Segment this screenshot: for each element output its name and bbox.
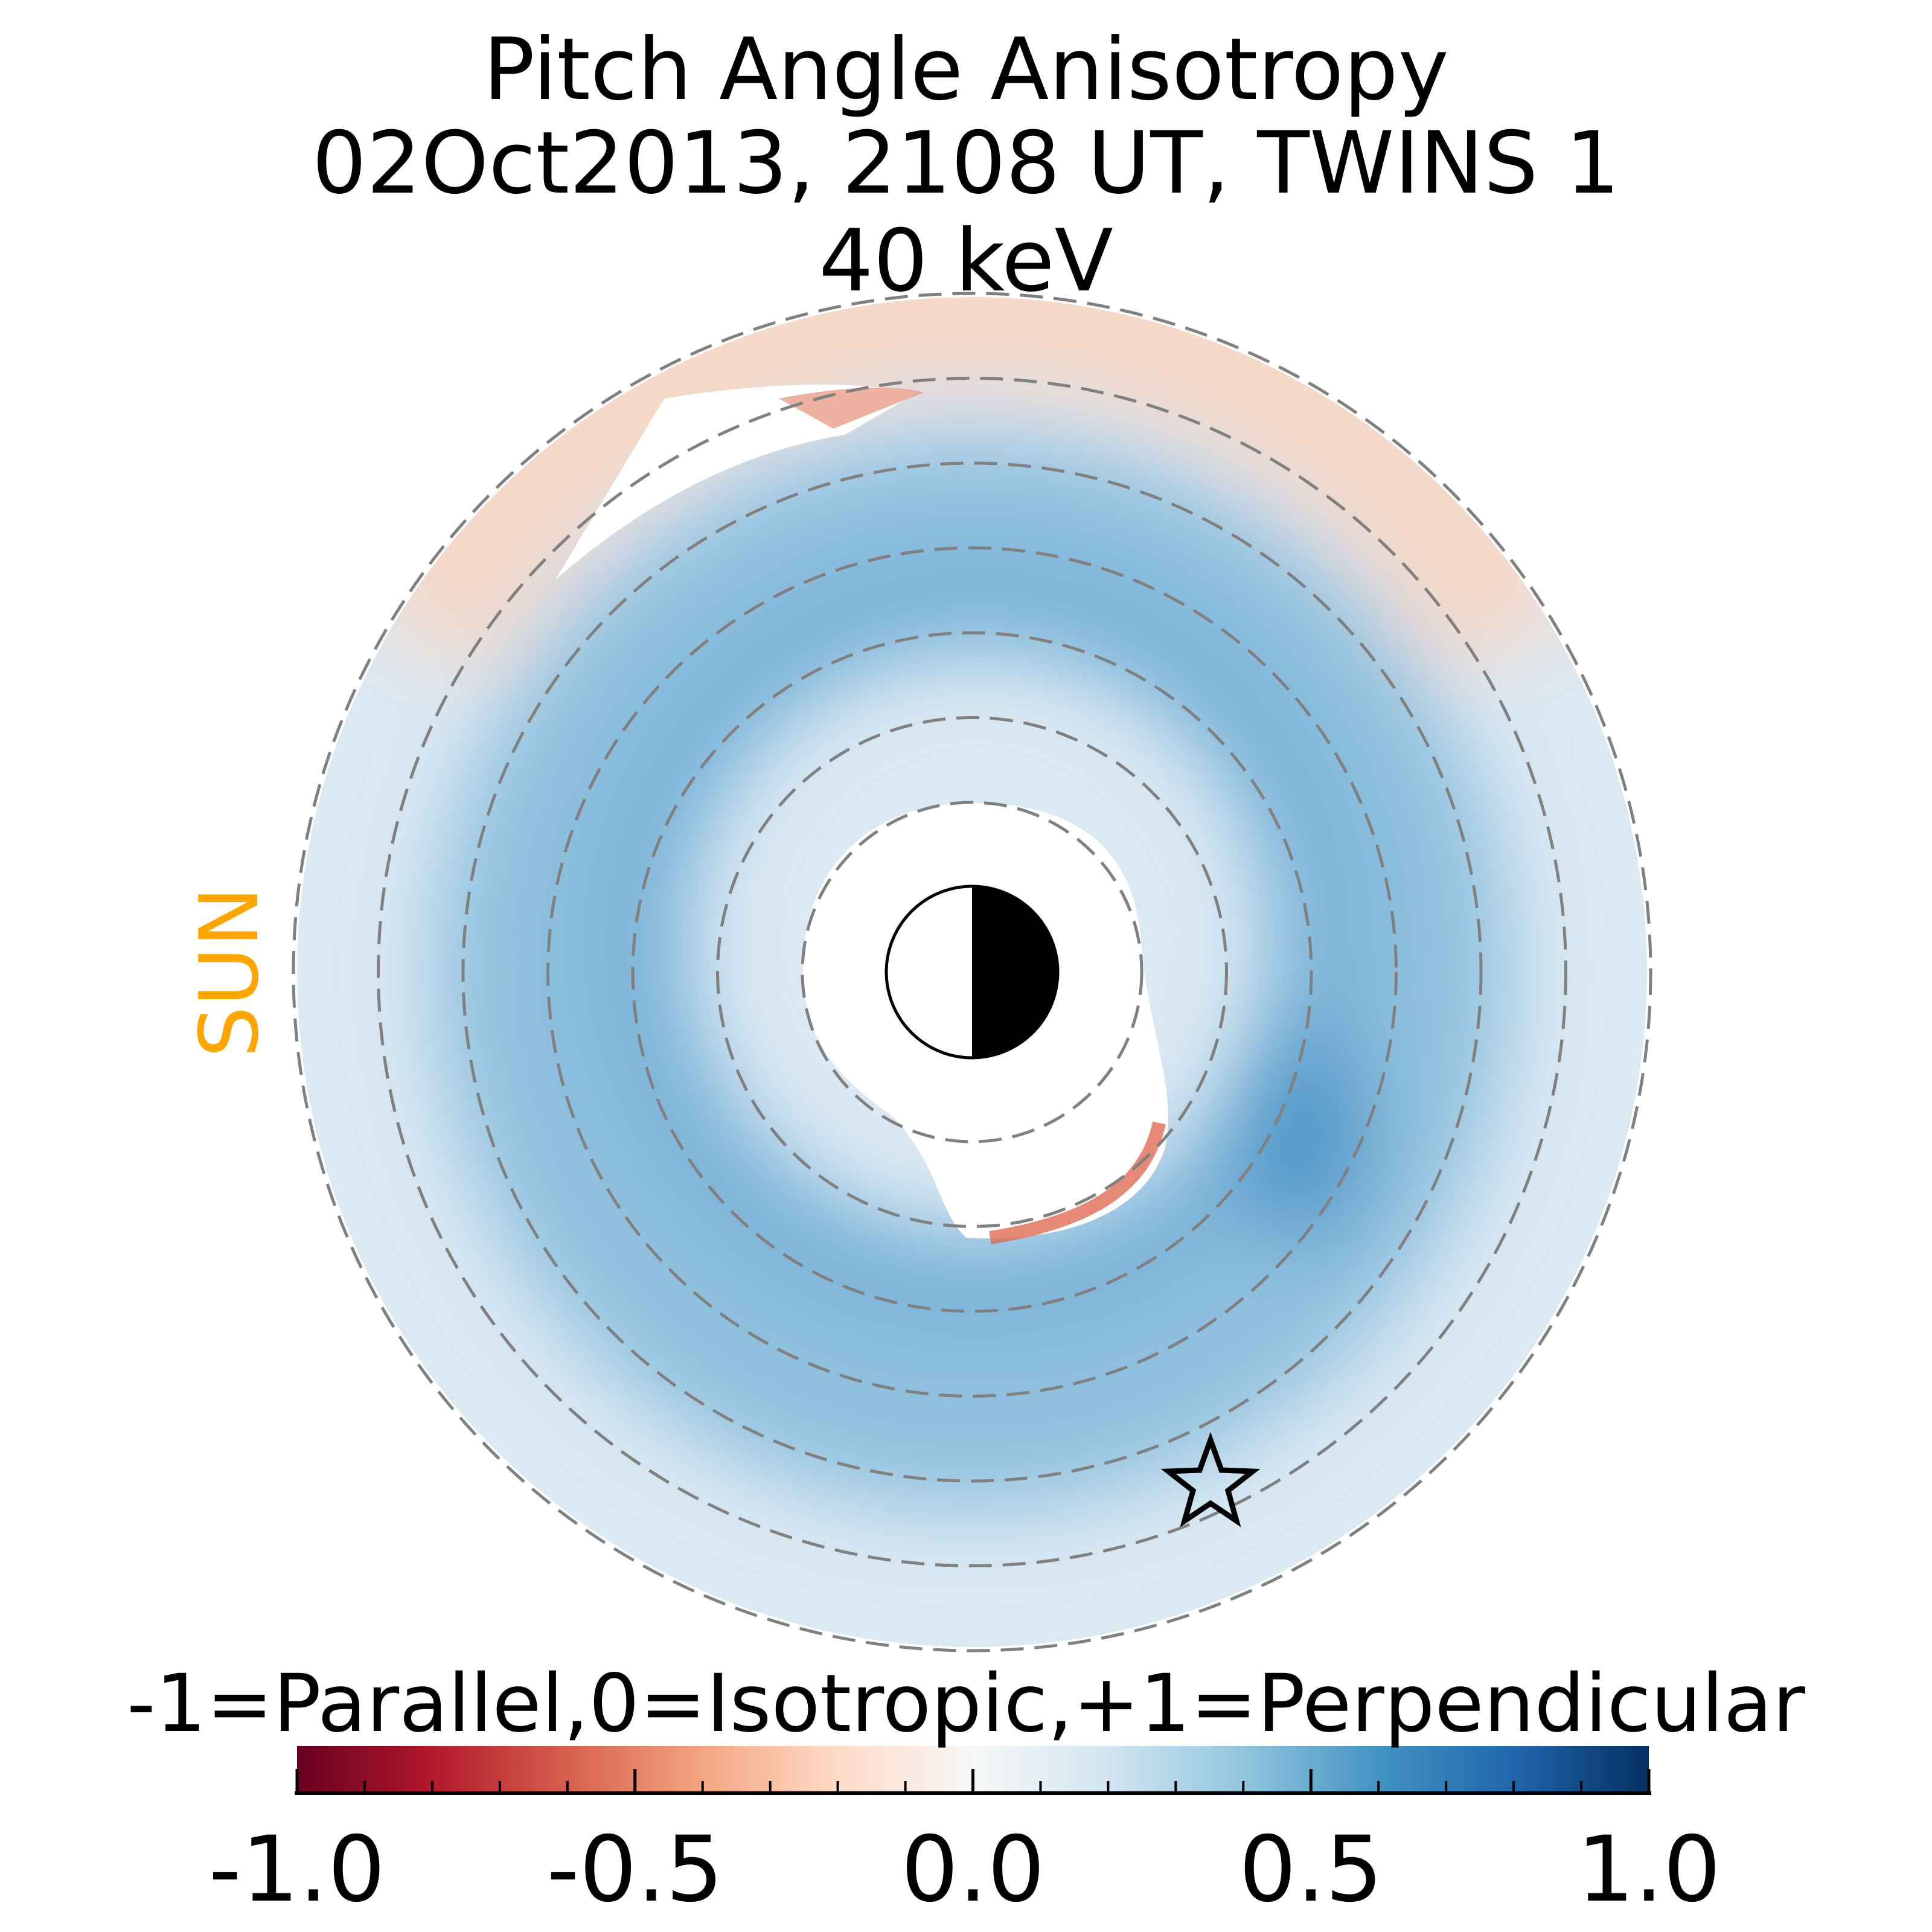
sun-label: SUN (182, 886, 277, 1058)
colorbar-tick-label: 1.0 (1576, 1817, 1721, 1922)
star-icon (1160, 1431, 1261, 1527)
dashed-circles (292, 292, 1652, 1652)
dashed-circle (631, 631, 1313, 1313)
heatmap-missing-top (555, 385, 918, 580)
heatmap-blue-ring (435, 435, 1509, 1509)
colorbar-label: -1=Parallel,0=Isotropic,+1=Perpendicular (127, 1657, 1805, 1750)
colorbar-tick-label: 0.0 (901, 1817, 1045, 1922)
colorbar-tick-label: -0.5 (546, 1817, 724, 1922)
colorbar-ticks (295, 1769, 1651, 1793)
earth-icon (884, 884, 1060, 1060)
dashed-circle (377, 377, 1567, 1567)
dashed-circle (801, 801, 1144, 1144)
heatmap-red-edge-inner (989, 1121, 1166, 1244)
dashed-circle (716, 716, 1228, 1228)
title-line-3: 40 keV (819, 211, 1113, 311)
title-line-2: 02Oct2013, 2108 UT, TWINS 1 (312, 114, 1620, 213)
colorbar-tick-label: -1.0 (208, 1817, 386, 1922)
dashed-circle (546, 546, 1398, 1398)
dashed-circle (292, 292, 1652, 1652)
heatmap-blue-spot (1238, 1026, 1371, 1244)
dashed-circle (461, 461, 1483, 1483)
colorbar-tick-label: 0.5 (1238, 1817, 1383, 1922)
title-line-1: Pitch Angle Anisotropy (483, 20, 1449, 120)
heatmap-inner-blue-ring (598, 561, 1358, 1322)
